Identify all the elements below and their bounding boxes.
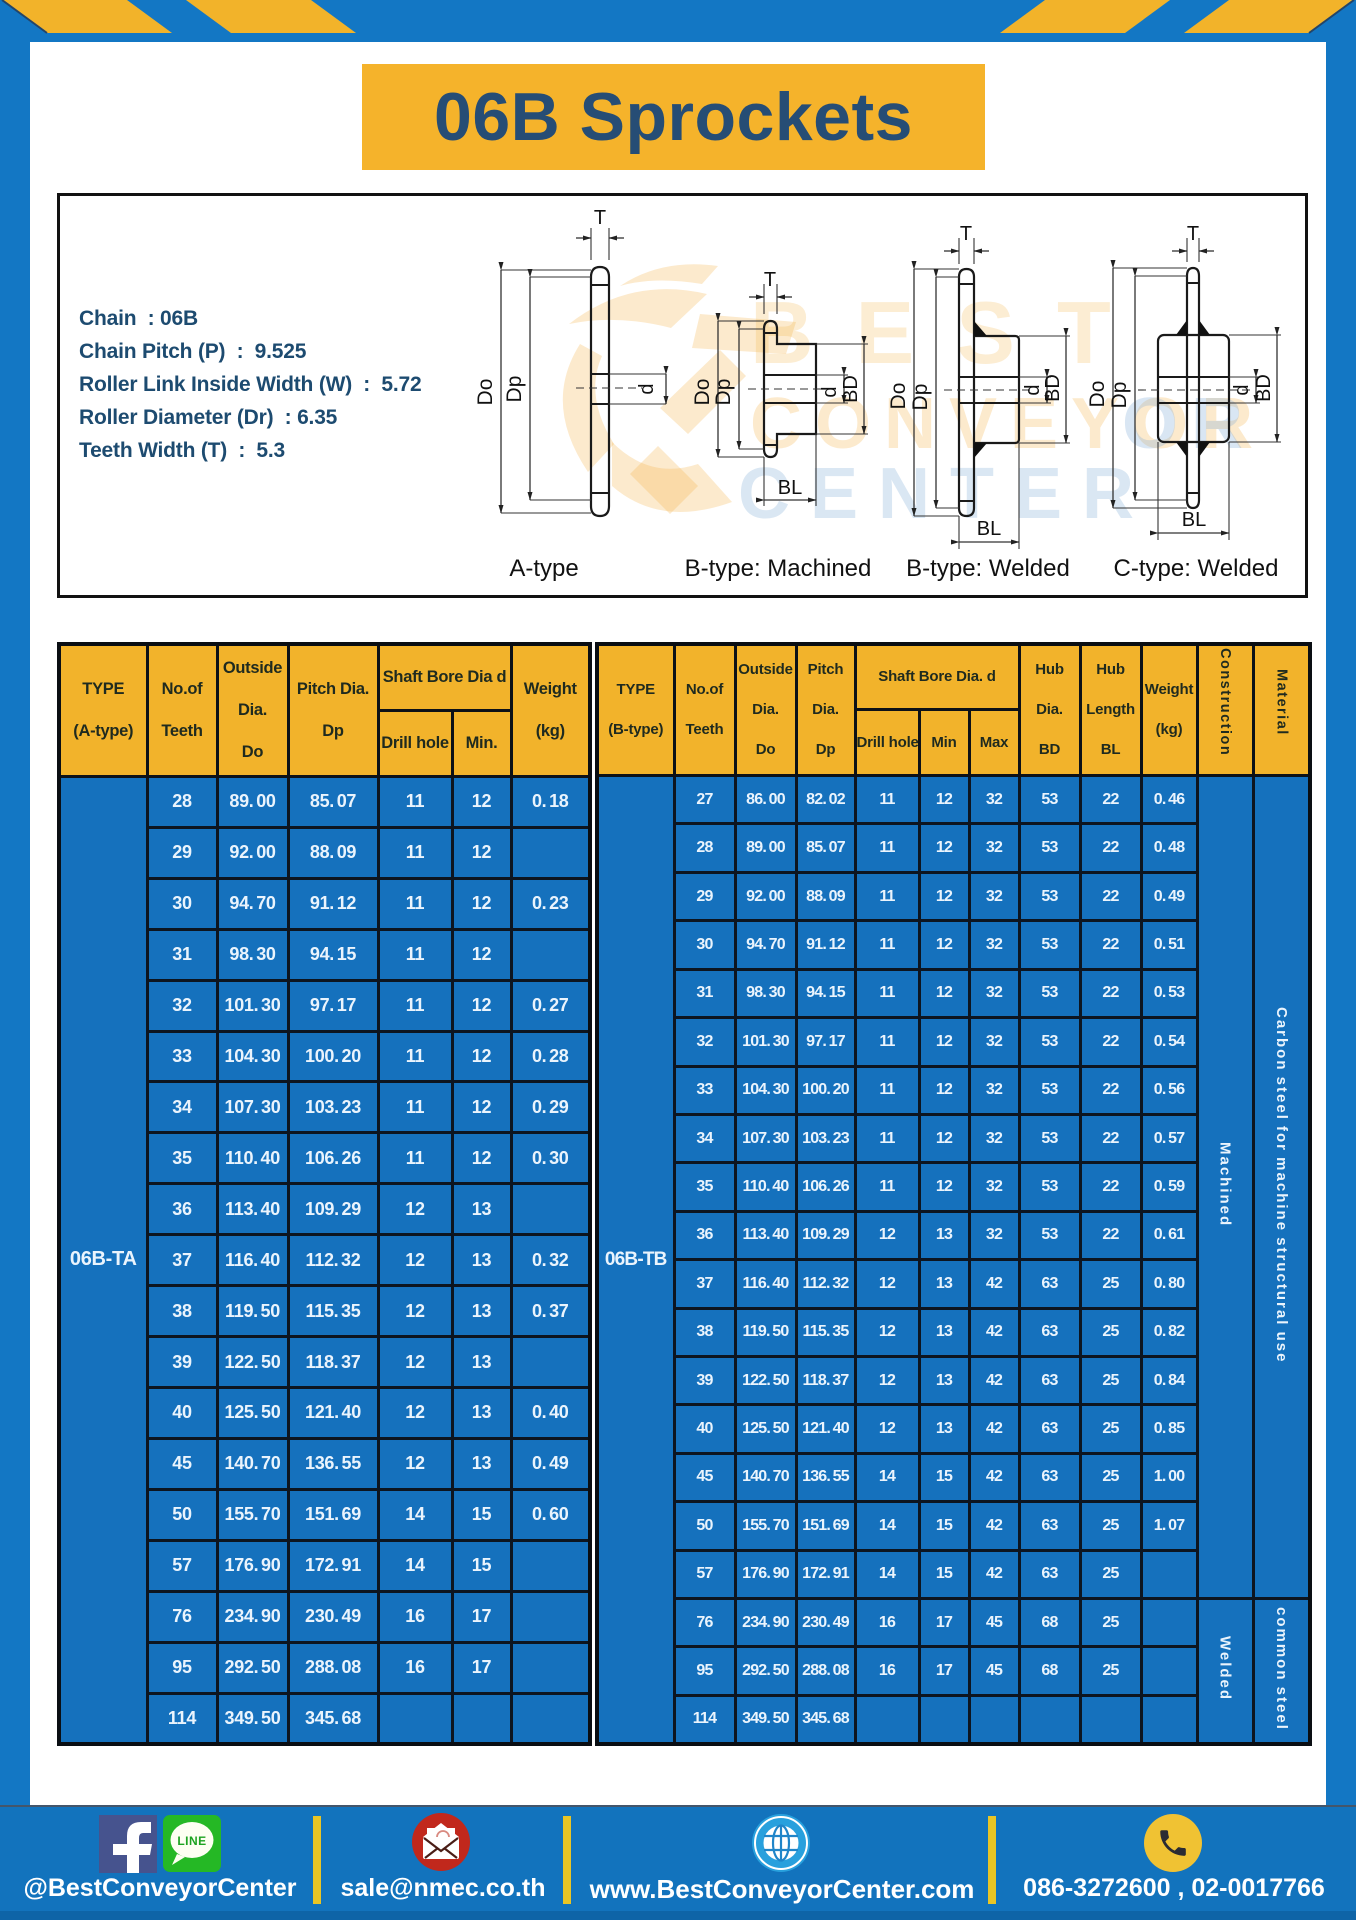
svg-text:Dp: Dp: [503, 376, 526, 403]
svg-text:BD: BD: [1253, 374, 1275, 402]
svg-text:Dp: Dp: [712, 379, 735, 406]
svg-text:LINE: LINE: [177, 1834, 206, 1848]
svg-text:BL: BL: [778, 477, 802, 499]
svg-text:BL: BL: [977, 518, 1001, 540]
svg-text:T: T: [594, 207, 606, 229]
svg-text:BD: BD: [1042, 374, 1064, 402]
svg-text:d: d: [636, 383, 658, 394]
svg-text:d: d: [1231, 384, 1253, 395]
svg-text:B-type: Machined: B-type: Machined: [685, 555, 872, 582]
svg-text:CONVEYOR: CONVEYOR: [750, 384, 1266, 464]
svg-text:d: d: [1022, 384, 1044, 395]
svg-text:d: d: [819, 386, 841, 397]
svg-text:BD: BD: [840, 375, 862, 403]
svg-text:B-type: Welded: B-type: Welded: [906, 555, 1070, 582]
svg-text:Do: Do: [887, 383, 910, 410]
svg-text:T: T: [960, 223, 972, 245]
svg-text:Dp: Dp: [1108, 382, 1131, 409]
svg-text:Do: Do: [1086, 381, 1109, 408]
svg-text:BEST: BEST: [750, 283, 1153, 382]
svg-text:BL: BL: [1182, 509, 1206, 531]
svg-text:T: T: [764, 269, 776, 291]
svg-text:C-type: Welded: C-type: Welded: [1114, 555, 1279, 582]
svg-text:Dp: Dp: [909, 384, 932, 411]
svg-text:T: T: [1187, 223, 1199, 245]
svg-text:Do: Do: [691, 379, 714, 406]
svg-text:A-type: A-type: [509, 555, 578, 582]
svg-text:Do: Do: [474, 379, 497, 406]
